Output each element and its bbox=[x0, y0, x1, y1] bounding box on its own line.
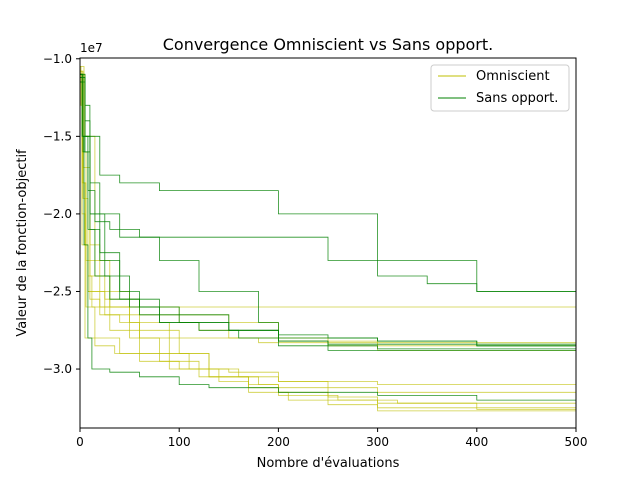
series-line-sans-opport-16 bbox=[80, 73, 576, 401]
x-tick-label: 0 bbox=[76, 435, 84, 449]
y-tick-label: −2.0 bbox=[43, 207, 72, 221]
legend-label-sans-opport: Sans opport. bbox=[476, 91, 558, 106]
y-tick-label: −2.5 bbox=[43, 284, 72, 298]
y-ticks-group: −1.0 −1.5 −2.0 −2.5 −3.0 bbox=[43, 52, 80, 376]
y-axis-label: Valeur de la fonction-objectif bbox=[15, 149, 30, 337]
x-tick-label: 100 bbox=[168, 435, 191, 449]
plot-series-group bbox=[80, 66, 577, 412]
legend-label-omniscient: Omniscient bbox=[476, 69, 550, 84]
y-offset-label: 1e7 bbox=[80, 41, 103, 55]
series-line-sans-opport-17 bbox=[80, 77, 577, 348]
x-ticks-group: 0 100 200 300 400 500 bbox=[76, 428, 587, 449]
x-tick-label: 300 bbox=[366, 435, 389, 449]
legend: Omniscient Sans opport. bbox=[430, 64, 570, 112]
chart-title: Convergence Omniscient vs Sans opport. bbox=[163, 35, 494, 54]
x-tick-label: 500 bbox=[565, 435, 588, 449]
series-line-sans-opport-10 bbox=[80, 73, 577, 307]
plot-frame bbox=[79, 57, 577, 429]
x-tick-label: 200 bbox=[267, 435, 290, 449]
y-tick-label: −3.0 bbox=[43, 362, 72, 376]
x-axis-label: Nombre d'évaluations bbox=[257, 456, 400, 471]
series-line-omniscient-9 bbox=[80, 73, 576, 412]
series-line-omniscient-6 bbox=[80, 81, 576, 409]
y-tick-label: −1.5 bbox=[43, 129, 72, 143]
y-tick-label: −1.0 bbox=[43, 52, 72, 66]
x-tick-label: 400 bbox=[465, 435, 488, 449]
